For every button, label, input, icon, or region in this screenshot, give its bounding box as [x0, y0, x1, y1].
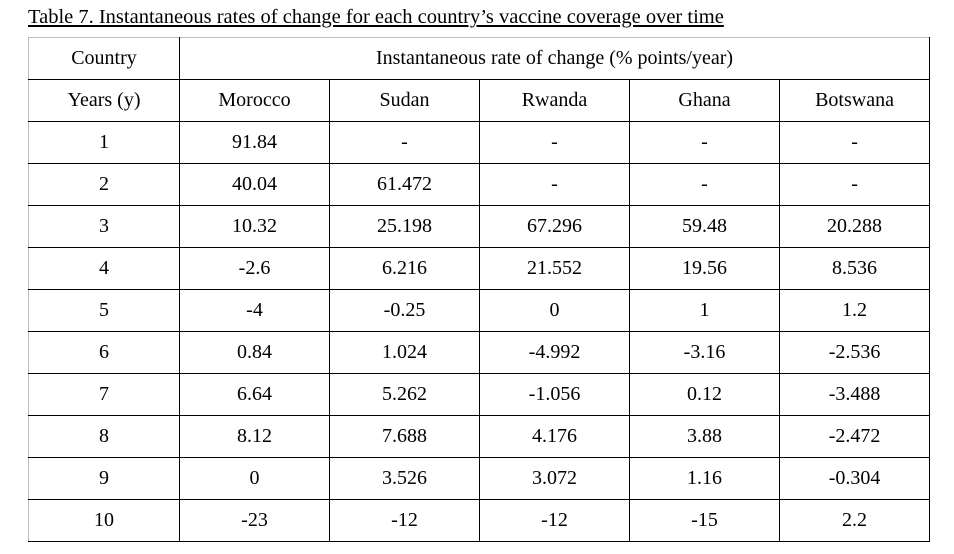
header-country-rwanda: Rwanda [479, 79, 630, 122]
value-cell: 4.176 [479, 415, 630, 458]
table-row: 4 -2.6 6.216 21.552 19.56 8.536 [28, 247, 931, 290]
value-cell: 61.472 [329, 163, 480, 206]
value-cell: 3.072 [479, 457, 630, 500]
table-row: 9 0 3.526 3.072 1.16 -0.304 [28, 457, 931, 500]
value-cell: -1.056 [479, 373, 630, 416]
value-cell: -12 [329, 499, 480, 542]
header-country-morocco: Morocco [179, 79, 330, 122]
value-cell: -2.472 [778, 415, 931, 458]
value-cell: 21.552 [479, 247, 630, 290]
value-cell: 0 [479, 289, 630, 332]
value-cell: 2.2 [778, 499, 931, 542]
value-cell: 10.32 [179, 205, 330, 248]
year-cell: 1 [28, 121, 180, 164]
value-cell: 1 [629, 289, 780, 332]
value-cell: 0.12 [629, 373, 780, 416]
value-cell: -23 [179, 499, 330, 542]
table-row: 5 -4 -0.25 0 1 1.2 [28, 289, 931, 332]
value-cell: - [778, 163, 931, 206]
year-cell: 8 [28, 415, 180, 458]
table-row: 6 0.84 1.024 -4.992 -3.16 -2.536 [28, 331, 931, 374]
table-body: 1 91.84- - - -2 40.04 61.472- - -3 10.32 25.198 67.… [28, 121, 931, 542]
header-row-countries: Years (y) Morocco Sudan Rwanda Ghana Bot… [28, 79, 931, 122]
year-cell: 7 [28, 373, 180, 416]
header-years: Years (y) [28, 79, 180, 122]
value-cell: -15 [629, 499, 780, 542]
value-cell: 20.288 [778, 205, 931, 248]
year-cell: 9 [28, 457, 180, 500]
header-country: Country [28, 37, 180, 80]
value-cell: - [329, 121, 480, 164]
value-cell: -3.488 [778, 373, 931, 416]
value-cell: 67.296 [479, 205, 630, 248]
table-row: 1 91.84- - - - [28, 121, 931, 164]
year-cell: 5 [28, 289, 180, 332]
value-cell: 8.12 [179, 415, 330, 458]
header-row-top: Country Instantaneous rate of change (% … [28, 37, 931, 80]
value-cell: 0.84 [179, 331, 330, 374]
header-country-sudan: Sudan [329, 79, 480, 122]
value-cell: 8.536 [778, 247, 931, 290]
header-rate: Instantaneous rate of change (% points/y… [178, 37, 931, 80]
value-cell: 0 [179, 457, 330, 500]
value-cell: 3.526 [329, 457, 480, 500]
table-row: 3 10.32 25.198 67.296 59.48 20.288 [28, 205, 931, 248]
rates-table: Country Instantaneous rate of change (% … [28, 37, 931, 542]
value-cell: -4.992 [479, 331, 630, 374]
value-cell: 40.04 [179, 163, 330, 206]
value-cell: -2.536 [778, 331, 931, 374]
year-cell: 2 [28, 163, 180, 206]
value-cell: 1.16 [629, 457, 780, 500]
value-cell: 6.64 [179, 373, 330, 416]
table-row: 7 6.64 5.262 -1.056 0.12 -3.488 [28, 373, 931, 416]
value-cell: 19.56 [629, 247, 780, 290]
value-cell: 59.48 [629, 205, 780, 248]
table-row: 10 -23 -12 -12 -15 2.2 [28, 499, 931, 542]
year-cell: 3 [28, 205, 180, 248]
value-cell: 7.688 [329, 415, 480, 458]
value-cell: - [479, 163, 630, 206]
header-country-ghana: Ghana [629, 79, 780, 122]
value-cell: 5.262 [329, 373, 480, 416]
year-cell: 10 [28, 499, 180, 542]
value-cell: -0.25 [329, 289, 480, 332]
value-cell: -4 [179, 289, 330, 332]
value-cell: 1.2 [778, 289, 931, 332]
value-cell: -3.16 [629, 331, 780, 374]
value-cell: -0.304 [778, 457, 931, 500]
year-cell: 4 [28, 247, 180, 290]
value-cell: 91.84 [179, 121, 330, 164]
table-row: 8 8.12 7.688 4.176 3.88 -2.472 [28, 415, 931, 458]
value-cell: 1.024 [329, 331, 480, 374]
value-cell: - [479, 121, 630, 164]
table-row: 2 40.04 61.472- - - [28, 163, 931, 206]
value-cell: 3.88 [629, 415, 780, 458]
value-cell: -12 [479, 499, 630, 542]
header-country-botswana: Botswana [778, 79, 931, 122]
value-cell: - [629, 121, 780, 164]
value-cell: - [778, 121, 931, 164]
value-cell: 25.198 [329, 205, 480, 248]
table-caption: Table 7. Instantaneous rates of change f… [28, 6, 724, 28]
year-cell: 6 [28, 331, 180, 374]
value-cell: 6.216 [329, 247, 480, 290]
value-cell: -2.6 [179, 247, 330, 290]
value-cell: - [629, 163, 780, 206]
